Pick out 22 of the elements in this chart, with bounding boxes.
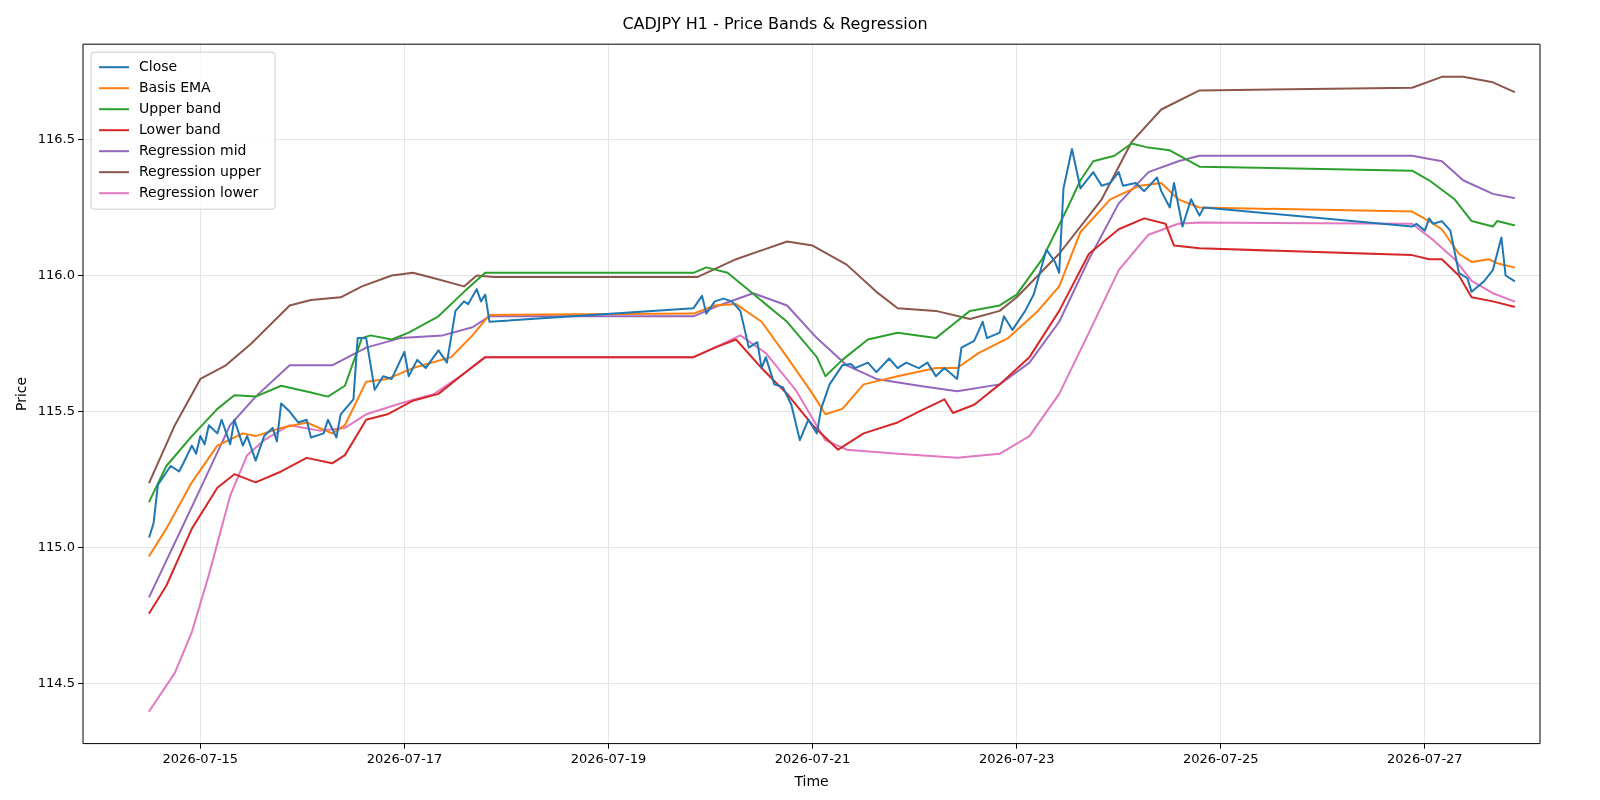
y-tick-label: 115.5 — [37, 402, 76, 418]
x-tick-label: 2026-07-19 — [570, 750, 647, 766]
y-tick-label: 115.0 — [37, 539, 76, 555]
y-axis-title: Price — [13, 376, 30, 411]
x-tick-label: 2026-07-23 — [978, 750, 1055, 766]
x-tick-label: 2026-07-15 — [162, 750, 239, 766]
y-tick-label: 114.5 — [37, 675, 76, 691]
legend-label: Regression mid — [139, 141, 247, 158]
legend-label: Close — [139, 57, 178, 74]
y-tick-label: 116.0 — [37, 266, 76, 282]
legend-label: Regression lower — [139, 183, 259, 200]
legend-label: Regression upper — [139, 162, 262, 179]
chart-title: CADJPY H1 - Price Bands & Regression — [622, 13, 928, 33]
x-tick-label: 2026-07-27 — [1387, 750, 1463, 766]
legend-label: Upper band — [139, 99, 222, 116]
x-tick-label: 2026-07-21 — [774, 750, 851, 766]
legend-label: Basis EMA — [139, 78, 212, 95]
x-axis-title: Time — [793, 773, 829, 790]
x-tick-label: 2026-07-25 — [1182, 750, 1259, 766]
y-tick-label: 116.5 — [37, 130, 76, 146]
legend-label: Lower band — [139, 120, 221, 137]
x-tick-label: 2026-07-17 — [366, 750, 443, 766]
